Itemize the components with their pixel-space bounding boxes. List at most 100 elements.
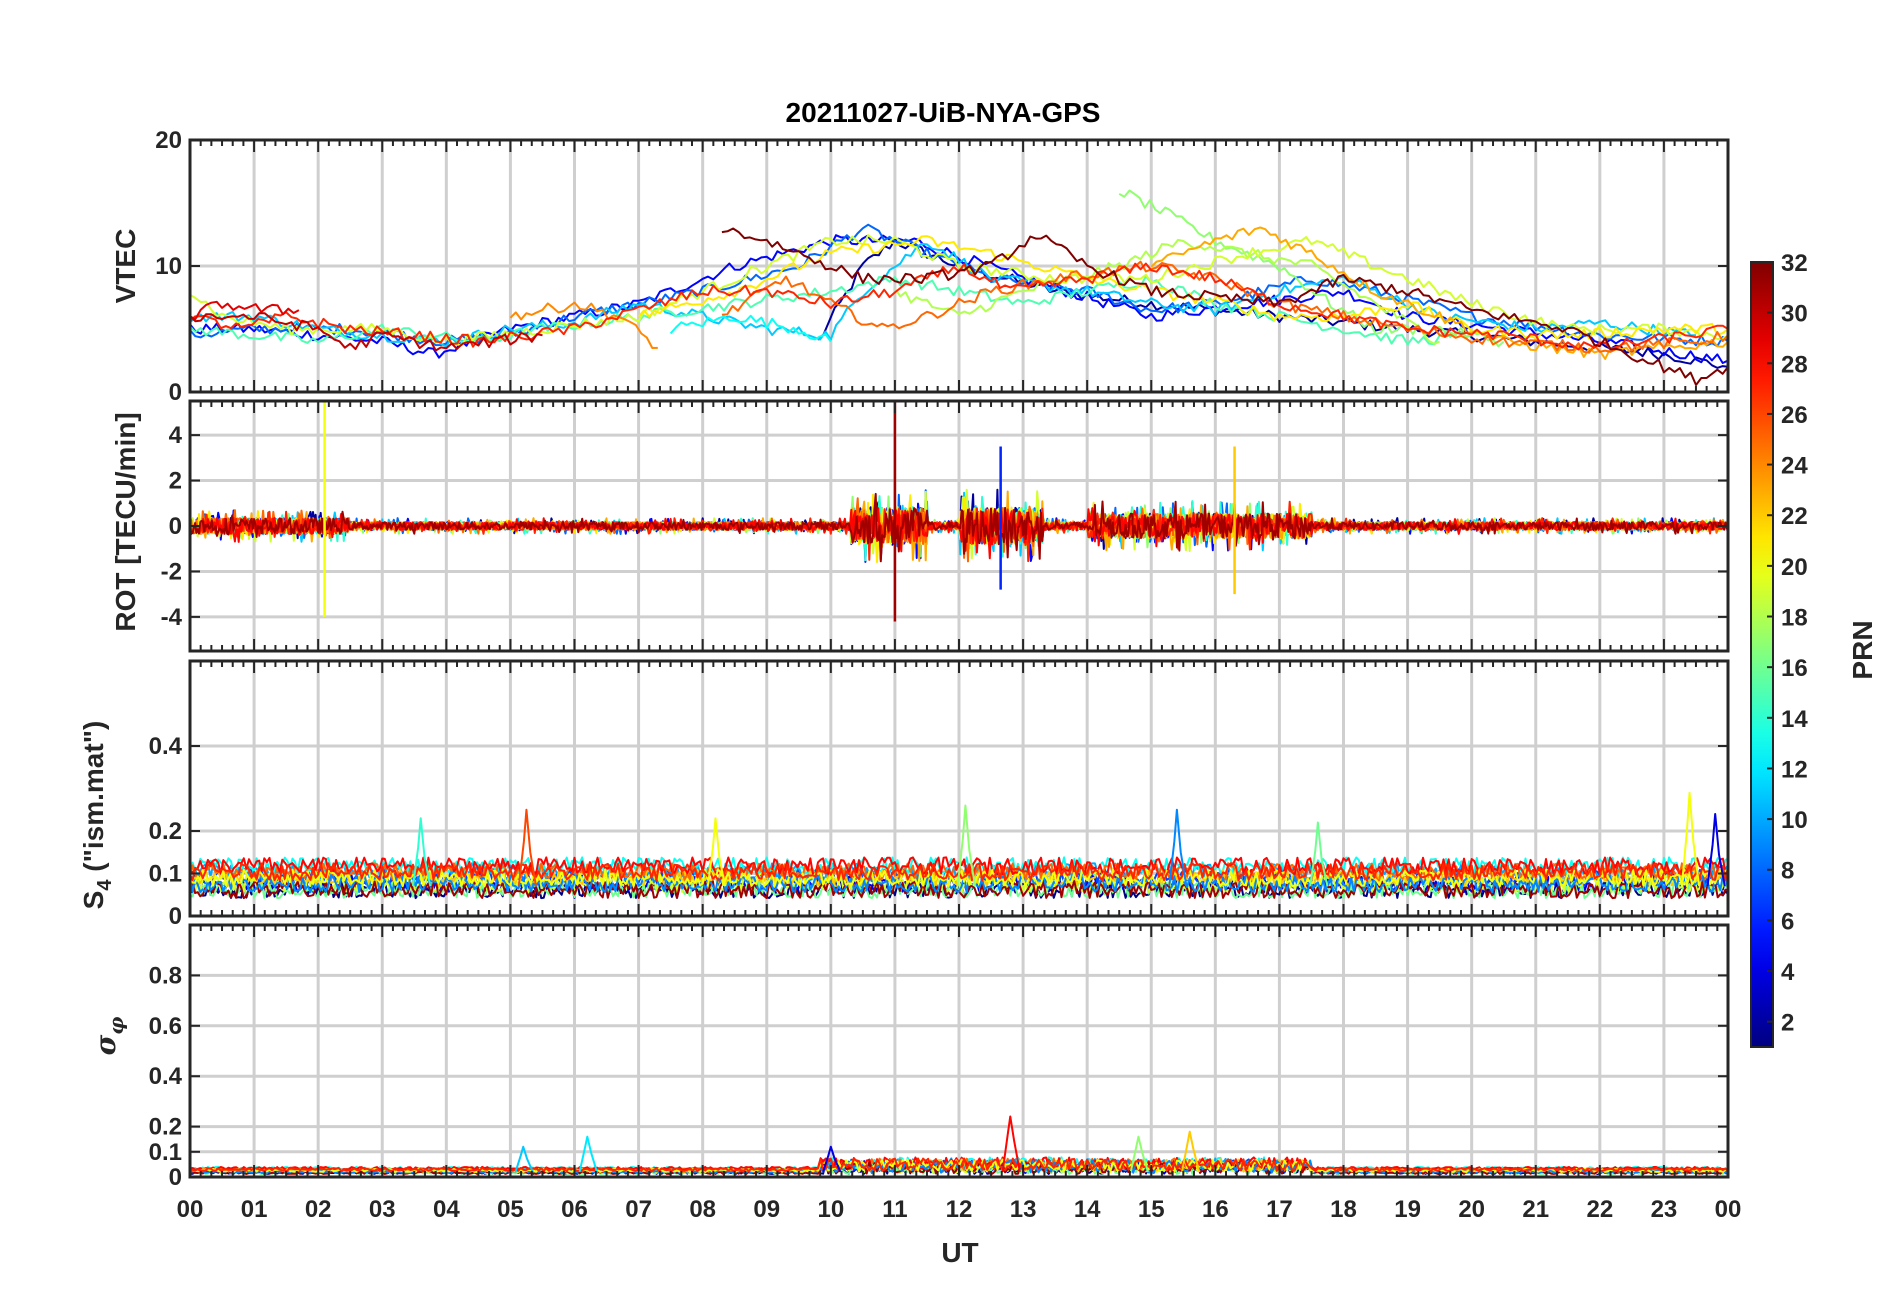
ytick-label-vtec: 0 — [169, 379, 182, 406]
peak-s4-prn-20 — [706, 817, 727, 887]
xtick-label: 23 — [1651, 1196, 1678, 1223]
colorbar-tick-label: 12 — [1781, 756, 1808, 783]
panel-sigma-phi: 00.10.2 0.4 0.6 0.8 — [149, 923, 1730, 1191]
xtick-label: 08 — [689, 1196, 716, 1223]
colorbar-label: PRN — [1847, 620, 1878, 679]
ylabel-s4-sub: 4 — [94, 879, 116, 891]
peak-s4-prn-26 — [517, 808, 538, 887]
peak-s4-prn-4 — [1706, 813, 1726, 887]
xtick-label: 02 — [305, 1196, 332, 1223]
peak-sigma_phi-prn-12 — [578, 1135, 598, 1173]
peak-s4-prn-9 — [1168, 808, 1188, 887]
ytick-label-s4: 0 — [169, 903, 182, 930]
peak-sigma_phi-prn-28 — [1001, 1115, 1021, 1173]
colorbar-tick-label: 20 — [1781, 554, 1808, 581]
peak-s4-prn-20 — [1680, 791, 1701, 887]
trace-prn-19 — [190, 234, 1728, 347]
ticks-s4 — [189, 661, 1729, 917]
peak-sigma_phi-prn-17 — [1129, 1135, 1150, 1173]
ytick-label-sigma_phi: 0.2 — [149, 1114, 182, 1141]
xlabel: UT — [941, 1237, 978, 1268]
colorbar-tick-label: 28 — [1781, 351, 1808, 378]
panel-vtec: 0 10 20 — [155, 127, 1730, 406]
peak-s4-prn-16 — [1309, 821, 1329, 887]
colorbar-tick-label: 22 — [1781, 503, 1808, 530]
peak-sigma_phi-prn-11 — [514, 1145, 534, 1173]
trace-rot-prn-31 — [190, 492, 1728, 563]
ticks-vtec — [189, 139, 1729, 393]
colorbar-tick-label: 14 — [1781, 706, 1808, 733]
ytick-label-sigma_phi: 0.6 — [149, 1013, 182, 1040]
trace-prn-30 — [190, 312, 543, 352]
xtick-label: 05 — [497, 1196, 524, 1223]
xtick-label: 17 — [1266, 1196, 1293, 1223]
ytick-label-rot: 2 — [169, 468, 182, 495]
trace-prn-24 — [509, 301, 658, 349]
ytick-label-sigma_phi: 0 — [169, 1164, 182, 1191]
ticks-rot — [189, 401, 1729, 651]
ytick-label-vtec: 10 — [155, 253, 182, 280]
xtick-label: 20 — [1458, 1196, 1485, 1223]
trace-prn-15 — [190, 275, 1472, 346]
colorbar-tick-label: 16 — [1781, 655, 1808, 682]
xtick-label: 19 — [1394, 1196, 1421, 1223]
colorbar-tick-label: 32 — [1781, 250, 1808, 277]
ylabel-s4-rest: ("ism.mat") — [78, 721, 109, 880]
peak-s4-prn-14 — [412, 817, 432, 887]
panel-rot: -4 -2 0 2 4 — [161, 399, 1730, 653]
ytick-label-vtec: 20 — [155, 127, 182, 154]
colorbar-tick-label: 6 — [1781, 908, 1794, 935]
ylabel-s4-s: S — [78, 891, 109, 910]
grid-sigma_phi — [190, 925, 1728, 1177]
ytick-label-sigma_phi: 0.1 — [149, 1139, 182, 1166]
ytick-label-rot: -2 — [161, 558, 182, 585]
colorbar-tick-label: 4 — [1781, 959, 1795, 986]
traces-rot — [190, 401, 1728, 622]
xtick-label: 09 — [753, 1196, 780, 1223]
xtick-label: 16 — [1202, 1196, 1229, 1223]
trace-prn-11 — [190, 243, 1696, 348]
traces-s4 — [190, 791, 1728, 900]
xtick-label: 03 — [369, 1196, 396, 1223]
xtick-label: 10 — [817, 1196, 844, 1223]
colorbar-tick-label: 24 — [1781, 453, 1808, 480]
ytick-label-rot: 4 — [169, 422, 183, 449]
xtick-label: 01 — [241, 1196, 268, 1223]
ytick-label-rot: -4 — [161, 604, 183, 631]
peak-sigma_phi-prn-4 — [822, 1145, 842, 1173]
trace-s4-prn-9 — [190, 874, 1728, 894]
xtick-label: 14 — [1074, 1196, 1101, 1223]
ytick-label-s4: 0.1 — [149, 861, 182, 888]
ylabel-sigma-phi: σφ — [89, 1017, 128, 1056]
ytick-label-sigma_phi: 0.4 — [149, 1063, 183, 1090]
xtick-label: 13 — [1010, 1196, 1037, 1223]
trace-prn-5 — [190, 234, 1728, 364]
trace-prn-29 — [190, 300, 300, 321]
ytick-label-s4: 0.2 — [149, 818, 182, 845]
colorbar-tick-label: 18 — [1781, 605, 1808, 632]
peak-s4-prn-17 — [956, 804, 977, 887]
xtick-label: 15 — [1138, 1196, 1165, 1223]
xtick-label: 12 — [946, 1196, 973, 1223]
ytick-label-rot: 0 — [169, 513, 182, 540]
ytick-label-s4: 0.4 — [149, 733, 183, 760]
colorbar-tick-label: 8 — [1781, 858, 1794, 885]
ylabel-rot: ROT [TECU/min] — [110, 412, 141, 631]
trace-prn-21 — [637, 235, 1728, 340]
peak-sigma_phi-prn-22 — [1181, 1130, 1201, 1173]
xtick-label: 21 — [1522, 1196, 1549, 1223]
trace-prn-23 — [1150, 226, 1728, 360]
ticks-sigma_phi — [189, 925, 1729, 1178]
trace-s4-prn-20 — [190, 868, 1728, 888]
colorbar-tick-label: 30 — [1781, 301, 1808, 328]
colorbar-tick-label: 2 — [1781, 1010, 1794, 1037]
trace-prn-13 — [669, 314, 832, 343]
x-tick-labels: 00 01 02 03 04 05 06 07 08 09 10 11 12 13 14 15 16 17 18 19… — [177, 1196, 1742, 1223]
xtick-label: 07 — [625, 1196, 652, 1223]
colorbar-gradient — [1751, 262, 1773, 1047]
xtick-label: 18 — [1330, 1196, 1357, 1223]
chart-title: 20211027-UiB-NYA-GPS — [786, 97, 1101, 128]
trace-s4-prn-28 — [190, 856, 1728, 876]
